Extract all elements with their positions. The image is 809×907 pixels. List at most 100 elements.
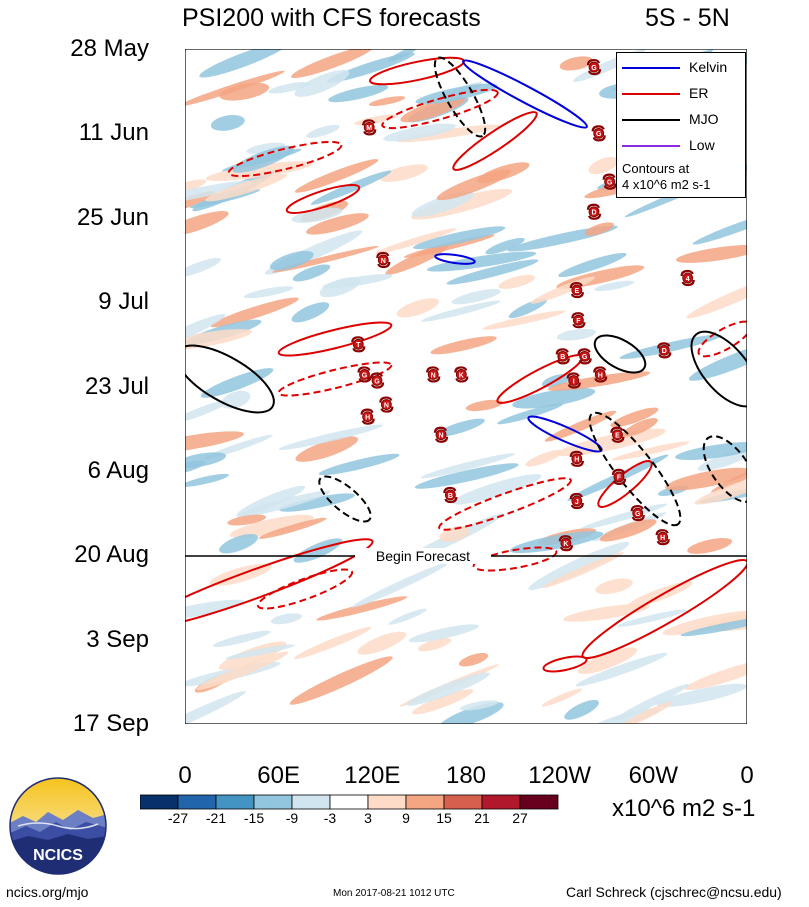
contour-line — [434, 253, 476, 265]
anomaly-patch — [451, 289, 501, 305]
storm-swirl — [577, 348, 592, 365]
anomaly-patch — [406, 672, 490, 706]
storm-swirl — [566, 372, 581, 389]
contour-line — [277, 321, 393, 357]
contour-line — [433, 56, 487, 138]
storm-letter: G — [635, 511, 641, 518]
anomaly-patch — [270, 613, 302, 625]
storm-swirl — [426, 366, 441, 383]
storm-letter: B — [560, 354, 565, 361]
anomaly-patch — [294, 627, 372, 659]
storm-letter: H — [660, 535, 665, 542]
storm-swirl — [357, 366, 372, 383]
region-label: 5S - 5N — [645, 4, 730, 32]
storm-marker: J — [569, 492, 584, 510]
anomaly-patch — [415, 83, 498, 105]
colorbar-box — [329, 794, 369, 810]
anomaly-patch — [485, 237, 525, 255]
anomaly-patch — [268, 81, 310, 94]
storm-swirl — [433, 426, 449, 443]
anomaly-patch — [594, 280, 634, 292]
storm-letter: N — [381, 258, 386, 265]
storm-swirl — [680, 269, 695, 287]
contour-line — [227, 140, 343, 178]
anomaly-patch — [185, 70, 285, 107]
storm-marker: B — [555, 348, 570, 365]
anomaly-patch — [306, 213, 369, 235]
storm-swirl — [379, 396, 394, 413]
colorbar-box — [443, 794, 483, 810]
contour-legend: Kelvin ER MJO Low Contours at 4 x10^6 m2… — [616, 52, 746, 198]
storm-swirl — [571, 312, 586, 329]
storm-letter: E — [615, 433, 620, 440]
anomaly-patch — [584, 222, 614, 236]
storm-dot — [604, 176, 616, 187]
y-tick-label: 6 Aug — [87, 456, 149, 484]
anomaly-patch — [680, 615, 747, 637]
anomaly-patch — [225, 644, 295, 660]
y-tick-label: 3 Sep — [86, 625, 149, 653]
colorbar-box — [367, 794, 407, 810]
anomaly-patch — [294, 159, 379, 193]
anomaly-patch — [588, 156, 619, 175]
anomaly-patch — [656, 683, 747, 707]
storm-letter: G — [582, 354, 588, 361]
storm-dot — [612, 429, 623, 441]
anomaly-patch — [185, 211, 229, 237]
anomaly-patch — [430, 336, 497, 355]
storm-swirl — [558, 535, 574, 552]
storm-dot — [435, 429, 447, 441]
storm-letter: K — [459, 372, 464, 379]
colorbar-tick-label: 27 — [512, 810, 528, 826]
anomaly-patch — [509, 531, 604, 554]
anomaly-patch — [185, 473, 229, 487]
contour-line — [381, 88, 499, 130]
anomaly-patch — [685, 659, 747, 691]
storm-dot — [557, 350, 569, 362]
anomaly-patch — [558, 252, 627, 278]
storm-letter: G — [607, 179, 613, 186]
contour-line — [472, 546, 558, 572]
storm-dot — [571, 495, 583, 507]
storm-marker: 4 — [680, 269, 695, 287]
colorbar-tick-label: 15 — [436, 810, 452, 826]
anomaly-patch — [687, 538, 733, 554]
anomaly-patch — [622, 418, 658, 437]
anomaly-patch — [579, 503, 668, 530]
anomaly-patch — [508, 298, 548, 319]
storm-dot — [371, 375, 383, 386]
colorbar-tick-label: 3 — [364, 810, 372, 826]
storm-marker: H — [655, 529, 670, 546]
storm-letter: N — [384, 402, 389, 409]
colorbar-box — [405, 794, 445, 810]
y-tick-label: 25 Jun — [76, 203, 149, 231]
storm-swirl — [593, 366, 608, 383]
storm-dot — [658, 344, 670, 356]
storm-dot — [593, 127, 605, 139]
contour-line — [277, 361, 393, 397]
storm-letter: F — [617, 475, 622, 482]
storm-dot — [359, 369, 370, 380]
storm-marker: I — [566, 372, 581, 389]
anomaly-patch — [563, 603, 650, 622]
anomaly-patch — [482, 310, 566, 330]
footer-url: ncics.org/mjo — [6, 884, 89, 900]
storm-letter: K — [563, 541, 568, 548]
anomaly-patch — [229, 514, 314, 538]
colorbar-box — [253, 794, 293, 810]
storm-swirl — [555, 348, 570, 365]
storm-marker: K — [454, 366, 469, 383]
anomaly-patch — [612, 683, 690, 722]
anomaly-patch — [279, 493, 355, 512]
storm-marker: G — [357, 366, 372, 383]
storm-swirl — [569, 492, 584, 510]
storm-swirl — [591, 125, 606, 142]
storm-letter: T — [356, 342, 361, 349]
storm-letter: F — [576, 318, 581, 325]
storm-swirl — [610, 426, 625, 443]
storm-swirl — [611, 468, 627, 486]
contour-line — [702, 435, 747, 503]
anomaly-patch — [352, 562, 449, 608]
anomaly-patch — [438, 702, 504, 724]
storm-marker: N — [426, 366, 441, 383]
